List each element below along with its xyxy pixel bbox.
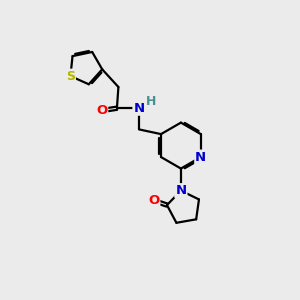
Text: O: O (148, 194, 159, 207)
Text: H: H (146, 95, 157, 108)
Text: N: N (195, 151, 206, 164)
Text: N: N (176, 184, 187, 197)
Text: S: S (66, 70, 75, 83)
Text: O: O (96, 104, 107, 117)
Text: N: N (134, 102, 145, 115)
